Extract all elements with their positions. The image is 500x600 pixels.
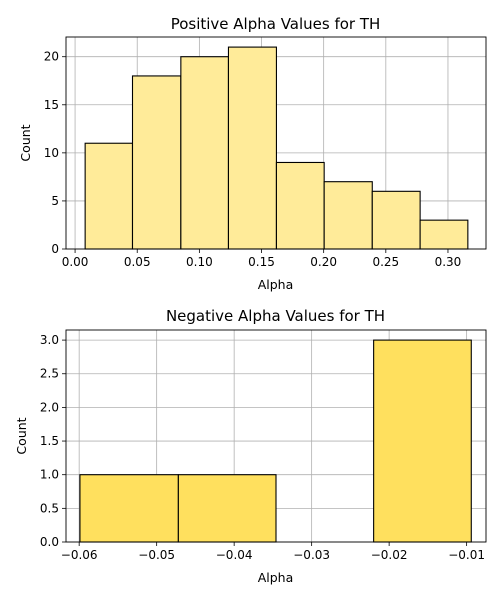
histogram-bar	[131, 75, 182, 250]
y-tick-label: 0.0	[40, 535, 59, 549]
chart-title: Positive Alpha Values for TH	[171, 15, 381, 33]
x-axis-label: Alpha	[258, 570, 294, 585]
x-tick-label: 0.20	[310, 255, 337, 269]
y-axis-label: Count	[18, 124, 33, 161]
y-axis-ticks: 0.0 0.5 1.0 1.5 2.0 2.5 3.0	[40, 333, 66, 549]
histogram-bar	[275, 161, 325, 250]
y-tick-label: 3.0	[40, 333, 59, 347]
x-tick-label: −0.03	[293, 548, 330, 562]
y-axis-ticks: 0 5 10 15 20	[44, 50, 66, 256]
y-tick-label: 5	[51, 194, 59, 208]
x-tick-label: −0.01	[448, 548, 485, 562]
chart-title: Negative Alpha Values for TH	[166, 307, 385, 325]
histogram-bar	[177, 474, 277, 543]
x-tick-label: 0.10	[186, 255, 213, 269]
histogram-bars	[79, 339, 472, 543]
chart-positive-alpha: Positive Alpha Values for TH 0.00 0.05 0.1…	[18, 15, 487, 292]
y-axis-label: Count	[14, 417, 29, 454]
histogram-bar	[373, 339, 472, 543]
y-tick-label: 1.0	[40, 468, 59, 482]
histogram-bar	[323, 181, 373, 250]
histogram-bar	[371, 190, 421, 250]
x-axis-label: Alpha	[258, 277, 294, 292]
x-tick-label: 0.05	[124, 255, 151, 269]
histogram-bars	[84, 46, 469, 250]
histogram-bar	[84, 142, 134, 250]
x-tick-label: 0.15	[248, 255, 275, 269]
plot-frame	[65, 36, 487, 250]
histogram-bar	[227, 46, 277, 250]
x-tick-label: 0.00	[62, 255, 89, 269]
y-tick-label: 2.0	[40, 400, 59, 414]
y-tick-label: 0	[51, 242, 59, 256]
y-tick-label: 2.5	[40, 367, 59, 381]
histogram-bar	[419, 219, 469, 250]
y-tick-label: 0.5	[40, 501, 59, 515]
plot-frame	[65, 329, 487, 543]
x-tick-label: 0.25	[372, 255, 399, 269]
histogram-bar	[180, 56, 230, 250]
x-axis-ticks: −0.06 −0.05 −0.04 −0.03 −0.02 −0.01	[61, 542, 485, 562]
x-tick-label: −0.02	[371, 548, 408, 562]
y-tick-label: 1.5	[40, 434, 59, 448]
y-tick-label: 10	[44, 146, 59, 160]
x-tick-label: −0.06	[61, 548, 98, 562]
x-tick-label: −0.05	[138, 548, 175, 562]
chart-negative-alpha: Negative Alpha Values for TH −0.06 −0.05−…	[14, 307, 487, 585]
histogram-bar	[79, 474, 179, 543]
x-tick-label: −0.04	[216, 548, 253, 562]
y-tick-label: 15	[44, 98, 59, 112]
x-axis-ticks: 0.00 0.05 0.10 0.15 0.20 0.25 0.30	[62, 249, 462, 269]
y-tick-label: 20	[44, 50, 59, 64]
x-tick-label: 0.30	[435, 255, 462, 269]
